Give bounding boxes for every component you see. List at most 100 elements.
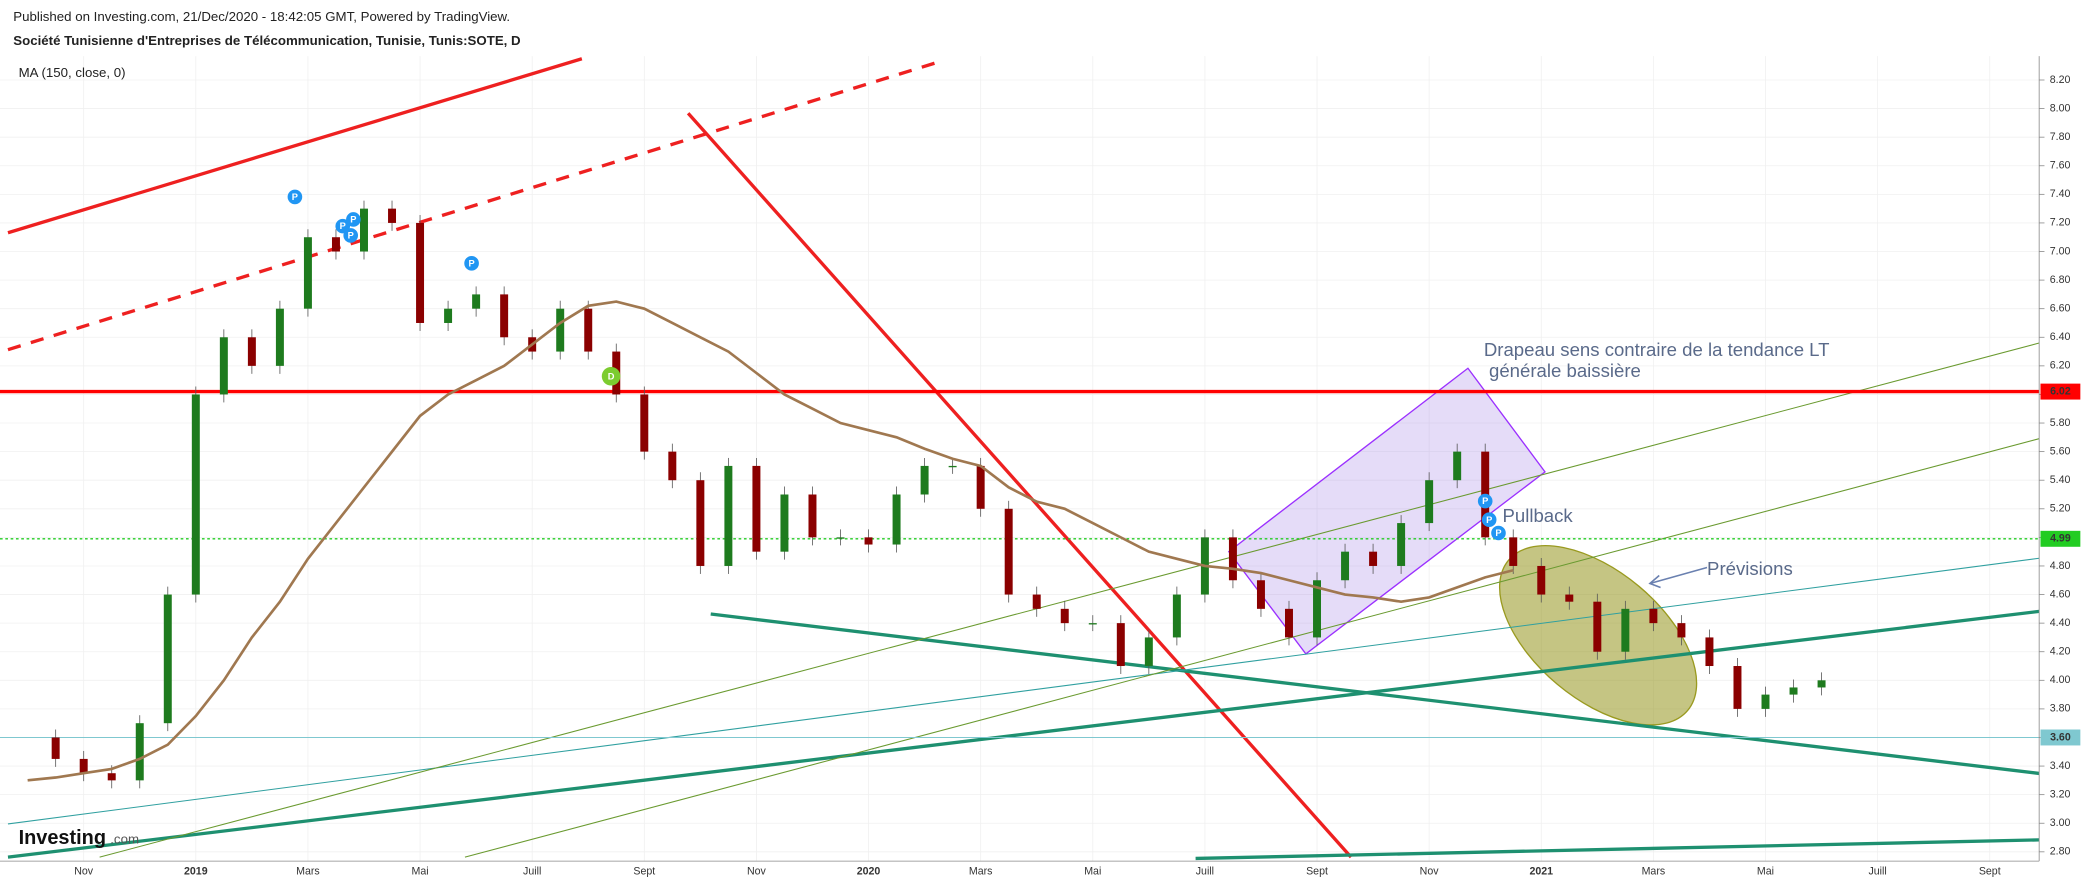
published: Published on Investing.com, 21/Dec/2020 … <box>13 9 510 24</box>
candle <box>1256 580 1265 609</box>
flag-channel <box>1227 367 1546 655</box>
indicator: MA (150, close, 0) <box>19 65 126 80</box>
candle <box>752 465 761 552</box>
marker <box>346 212 361 227</box>
price-tag <box>2040 383 2081 400</box>
trendline <box>99 342 2040 858</box>
x-tick-label: Mai <box>1084 866 1101 878</box>
trendline <box>464 438 2040 858</box>
x-tick-label: Juill <box>1868 866 1886 878</box>
candle <box>640 394 649 452</box>
candle <box>1060 608 1069 624</box>
candle <box>668 451 677 481</box>
candle <box>135 723 144 781</box>
y-tick-label: 3.80 <box>2050 703 2071 715</box>
candle <box>163 594 172 724</box>
x-tick-label: Mars <box>296 866 320 878</box>
candle <box>1677 623 1686 638</box>
y-tick-label: 3.20 <box>2050 788 2071 800</box>
x-tick-label: Juill <box>523 866 541 878</box>
y-tick-label: 5.80 <box>2050 417 2071 429</box>
y-tick-label: 2.80 <box>2050 846 2071 858</box>
x-tick-label: Mai <box>411 866 428 878</box>
marker-label: D <box>608 371 615 381</box>
candle <box>808 494 817 538</box>
candle <box>275 308 284 366</box>
candle <box>892 494 901 545</box>
candle <box>780 494 789 552</box>
trendline <box>7 557 2040 825</box>
y-tick-label: 8.00 <box>2050 102 2071 114</box>
logo: Investing <box>19 827 106 849</box>
candle <box>388 208 397 223</box>
marker-label: P <box>292 192 298 202</box>
candle <box>1453 451 1462 481</box>
candle <box>1285 608 1293 638</box>
marker-label: P <box>350 215 356 225</box>
trendline <box>7 609 2040 859</box>
marker <box>464 256 479 271</box>
candle <box>1341 551 1350 581</box>
y-tick-label: 4.60 <box>2050 588 2071 600</box>
trendline <box>710 612 2040 776</box>
candle <box>191 394 200 595</box>
price-tag <box>2040 729 2081 746</box>
annotation: Prévisions <box>1707 558 1793 579</box>
y-tick-label: 7.60 <box>2050 160 2071 172</box>
annotation: Drapeau sens contraire de la tendance LT <box>1484 339 1830 360</box>
ma-line <box>27 300 1514 782</box>
candle <box>696 480 705 566</box>
y-tick-label: 5.40 <box>2050 474 2071 486</box>
candle <box>1817 680 1826 688</box>
candle <box>500 294 509 338</box>
marker-label: P <box>1482 496 1488 506</box>
candle <box>584 308 593 352</box>
candle <box>1593 601 1602 652</box>
y-tick-label: 6.60 <box>2050 303 2071 315</box>
candle <box>724 465 733 566</box>
candle <box>1565 594 1574 602</box>
arrow-head <box>1648 574 1661 589</box>
trendline <box>1195 838 2040 861</box>
candle <box>1369 551 1378 566</box>
price-tag <box>2040 530 2081 547</box>
marker-label: P <box>1495 528 1501 538</box>
y-tick-label: 3.40 <box>2050 760 2071 772</box>
candle <box>836 537 845 539</box>
price-tag-label: 6.02 <box>2050 385 2071 397</box>
candle <box>444 308 453 323</box>
candle <box>1761 694 1770 709</box>
y-tick-label: 6.80 <box>2050 274 2071 286</box>
y-tick-label: 4.20 <box>2050 646 2071 658</box>
candle <box>1733 666 1742 709</box>
candle <box>1705 637 1714 667</box>
marker <box>1481 512 1497 528</box>
marker <box>287 189 303 205</box>
y-tick-label: 7.80 <box>2050 131 2071 143</box>
candle <box>219 337 228 395</box>
candle <box>1537 565 1546 595</box>
marker-label: P <box>340 221 346 231</box>
instrument: Société Tunisienne d'Entreprises de Télé… <box>13 33 521 48</box>
candle <box>1313 580 1322 638</box>
candle <box>1032 594 1041 609</box>
candle <box>247 337 256 366</box>
y-tick-label: 4.00 <box>2050 674 2071 686</box>
plot <box>0 200 2040 789</box>
trendline <box>7 59 942 352</box>
annotation: générale baissière <box>1484 360 1641 381</box>
x-tick-label: Nov <box>1420 866 1440 878</box>
candle <box>1649 608 1658 624</box>
y-tick-label: 5.60 <box>2050 445 2071 457</box>
y-tick-label: 6.20 <box>2050 360 2071 372</box>
arrow <box>1649 566 1708 585</box>
candle <box>1144 637 1153 667</box>
x-tick-label: Sept <box>1979 866 2001 878</box>
trendline <box>686 112 1353 859</box>
x-tick-label: 2019 <box>184 866 208 878</box>
candle <box>331 237 340 252</box>
candle <box>976 465 985 509</box>
y-tick-label: 5.20 <box>2050 503 2071 515</box>
